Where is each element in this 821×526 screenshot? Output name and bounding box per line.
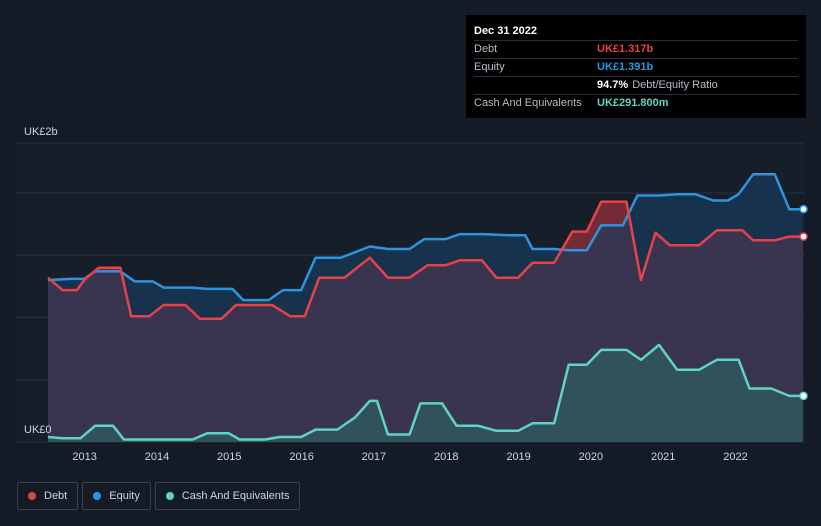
legend-debt-dot-icon — [28, 492, 36, 500]
tooltip-cash-label: Cash And Equivalents — [474, 97, 582, 109]
legend-equity-label: Equity — [109, 490, 140, 502]
legend-cash-dot-icon — [165, 492, 174, 500]
tooltip-debt-label: Debt — [474, 43, 498, 55]
tooltip-panel: Dec 31 2022 Debt UK£1.317b Equity UK£1.3… — [466, 15, 806, 118]
x-tick-2016: 2016 — [289, 451, 314, 463]
legend: Debt Equity Cash And Equivalents — [17, 482, 301, 510]
cash-area — [48, 344, 803, 442]
tooltip-row-debt: Debt UK£1.317b — [474, 40, 798, 58]
tooltip-row-ratio: 94.7% Debt/Equity Ratio — [474, 76, 798, 94]
cash-line — [47, 343, 803, 441]
debt-line — [47, 200, 803, 320]
tooltip-ratio-label: Debt/Equity Ratio — [632, 79, 718, 91]
y-axis-top-label: UK£2b — [24, 126, 58, 138]
tooltip-equity-value: UK£1.391b — [597, 61, 654, 73]
legend-debt-label: Debt — [44, 490, 68, 502]
x-tick-2021: 2021 — [650, 451, 676, 463]
x-tick-2019: 2019 — [506, 451, 531, 463]
equity-line — [47, 173, 803, 302]
x-tick-2015: 2015 — [217, 451, 242, 463]
tooltip-ratio: 94.7% Debt/Equity Ratio — [597, 77, 718, 94]
x-tick-2013: 2013 — [72, 451, 97, 463]
legend-cash-label: Cash And Equivalents — [181, 490, 290, 502]
y-axis-bottom-label: UK£0 — [24, 424, 52, 436]
tooltip-date: Dec 31 2022 — [474, 25, 537, 37]
tooltip-cash-value: UK£291.800m — [597, 97, 669, 109]
legend-item-cash[interactable]: Cash And Equivalents — [154, 482, 301, 510]
legend-item-equity[interactable]: Equity — [82, 482, 151, 510]
tooltip-debt-value: UK£1.317b — [597, 43, 654, 55]
tooltip-row-equity: Equity UK£1.391b — [474, 58, 798, 76]
debt-end-dot — [799, 232, 808, 241]
x-tick-2020: 2020 — [578, 451, 604, 463]
x-tick-2017: 2017 — [361, 451, 387, 463]
equity-end-dot — [799, 204, 808, 214]
x-tick-2022: 2022 — [723, 451, 748, 463]
tooltip-ratio-value: 94.7% — [597, 79, 629, 91]
x-tick-2014: 2014 — [144, 451, 170, 463]
tooltip-equity-label: Equity — [474, 61, 505, 73]
cash-end-dot — [799, 391, 808, 401]
tooltip-row-cash: Cash And Equivalents UK£291.800m — [474, 94, 798, 112]
x-tick-2018: 2018 — [433, 451, 459, 463]
legend-item-debt[interactable]: Debt — [17, 482, 79, 510]
legend-equity-dot-icon — [93, 492, 102, 500]
